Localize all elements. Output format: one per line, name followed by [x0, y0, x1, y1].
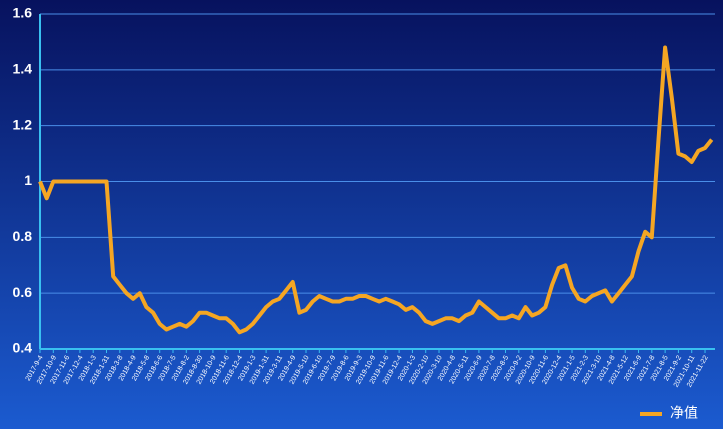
y-tick-label: 1: [24, 172, 32, 188]
y-tick-label: 0.6: [13, 284, 33, 300]
y-tick-label: 0.4: [13, 340, 33, 356]
y-tick-label: 1.6: [13, 5, 33, 21]
y-tick-label: 1.4: [13, 61, 33, 77]
y-tick-label: 1.2: [13, 116, 33, 132]
y-tick-label: 0.8: [13, 228, 33, 244]
legend-label: 净值: [670, 405, 698, 421]
series-line: [38, 45, 714, 335]
